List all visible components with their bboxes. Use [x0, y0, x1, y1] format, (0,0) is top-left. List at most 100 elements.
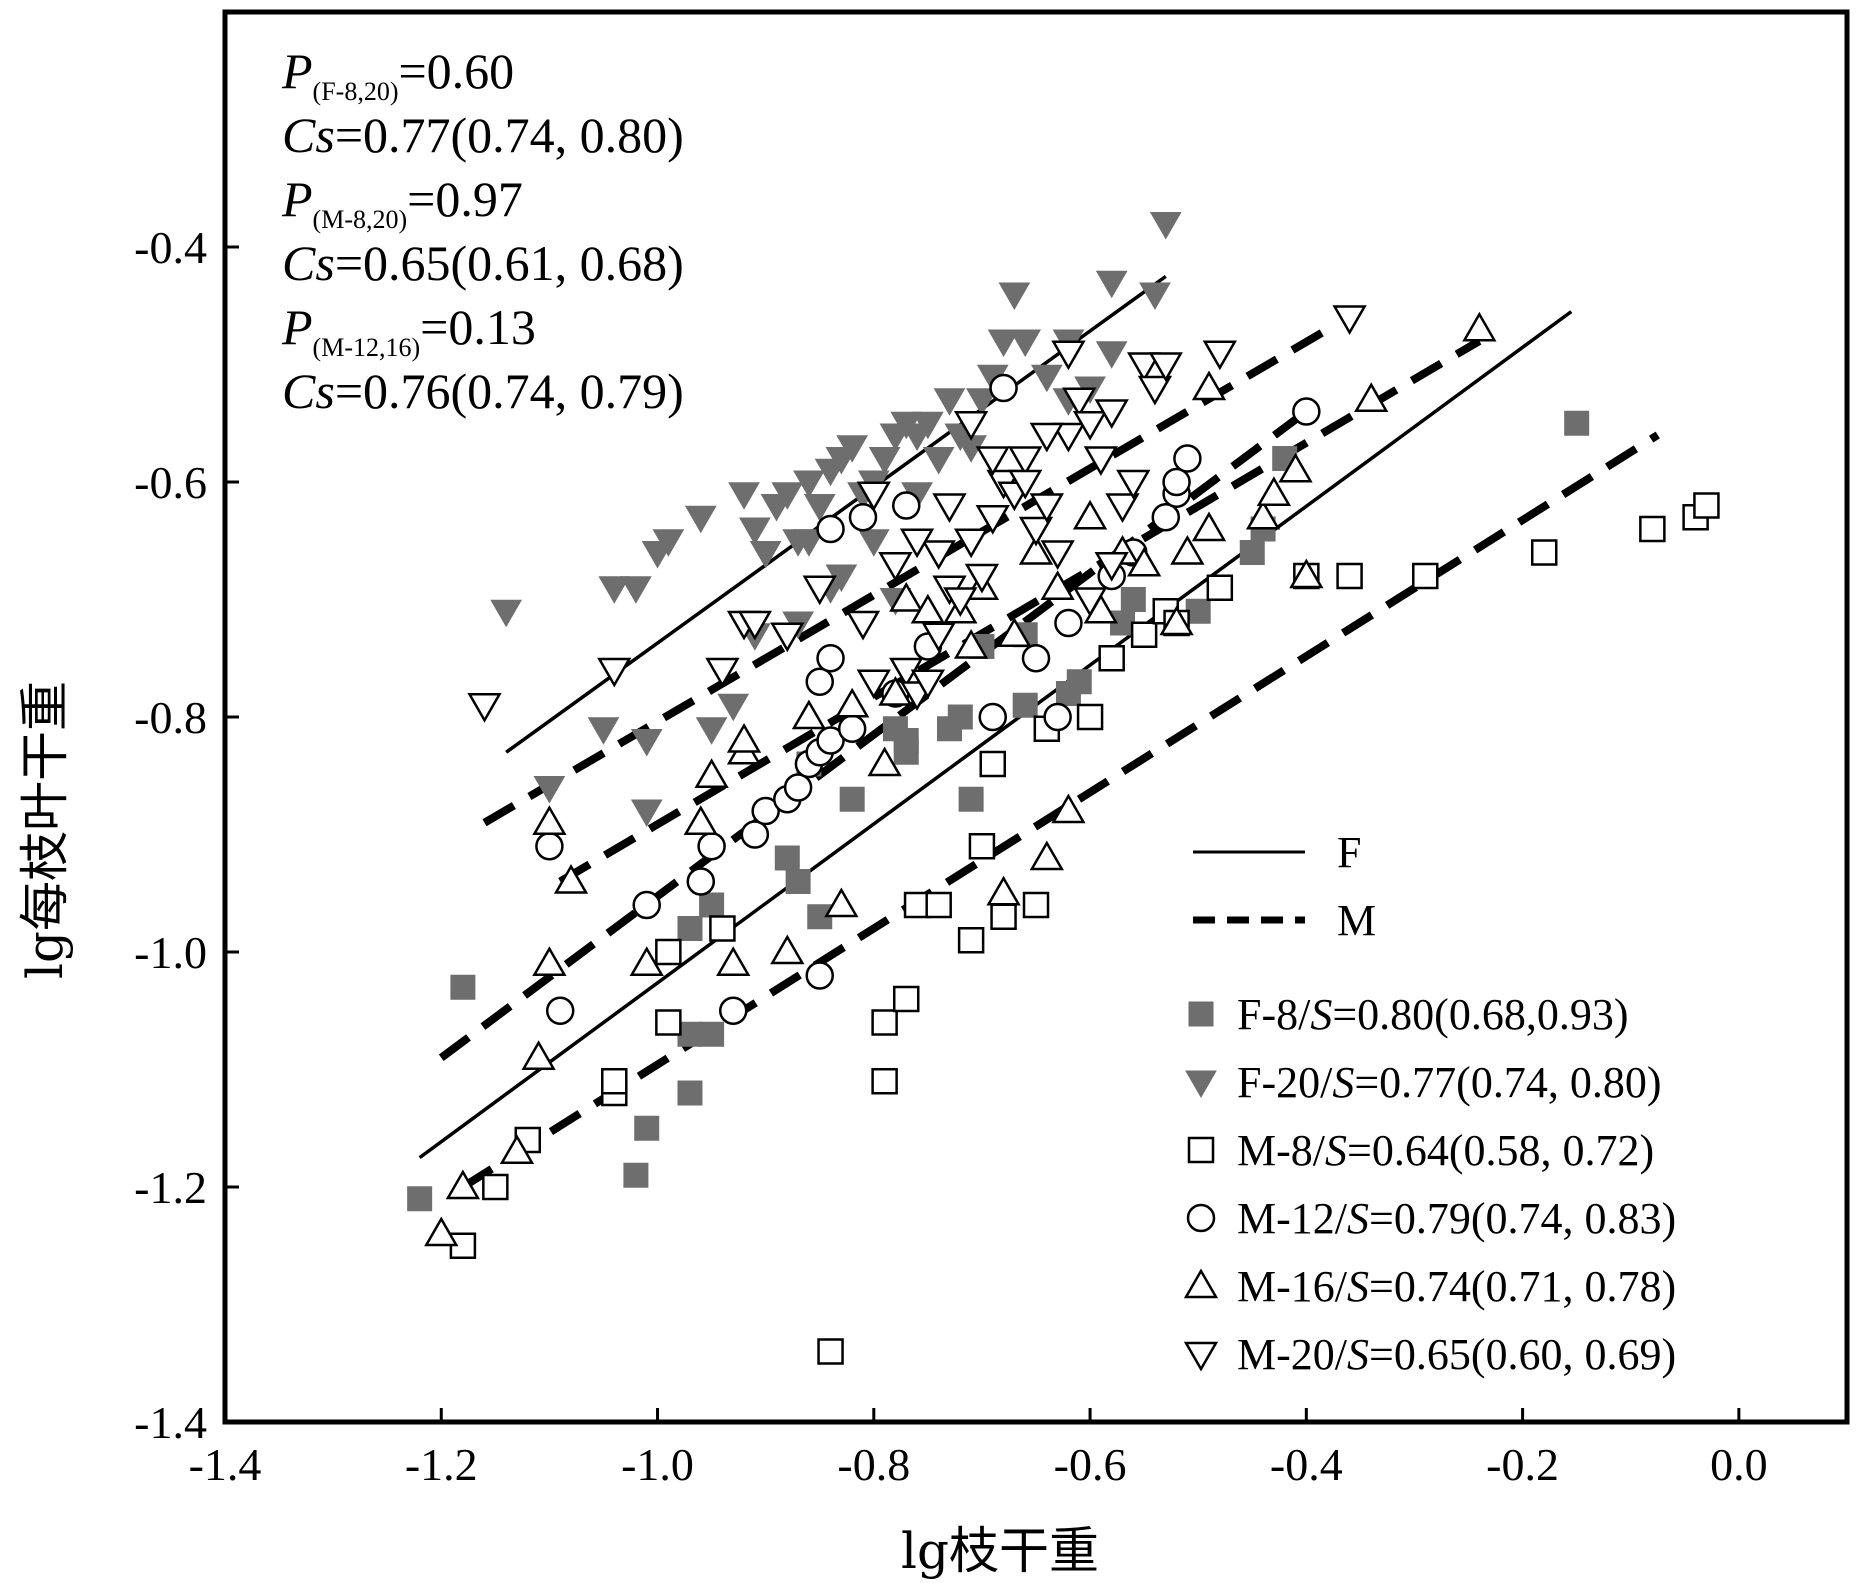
point-F-8	[785, 869, 811, 894]
point-M-16	[1040, 570, 1075, 600]
point-F-8	[1564, 410, 1590, 436]
point-M-20	[910, 669, 946, 700]
point-F-20	[868, 447, 901, 475]
point-M-20	[1008, 446, 1043, 477]
point-M-20	[1126, 352, 1162, 383]
point-M-20	[1094, 552, 1129, 582]
point-M-20	[1116, 469, 1151, 500]
legend-s-value: =0.77(0.74, 0.80)	[1354, 1058, 1661, 1107]
point-F-20	[793, 529, 825, 557]
legend: FMF-8/S=0.80(0.68,0.93)F-20/S=0.77(0.74,…	[1183, 828, 1676, 1379]
point-M-16	[1354, 382, 1389, 412]
legend-entry: F-20/S=0.77(0.74, 0.80)	[1237, 1058, 1661, 1107]
point-F-20	[738, 517, 771, 546]
point-M-16	[553, 863, 589, 894]
fit-line-M	[558, 337, 1482, 885]
point-M-8	[655, 1009, 682, 1036]
legend-s-symbol: S	[1347, 1194, 1369, 1243]
point-F-8	[958, 786, 984, 812]
point-M-12	[783, 773, 813, 802]
point-M-8	[1076, 703, 1104, 731]
legend-series-name: M-8/	[1237, 1126, 1326, 1175]
point-M-20	[1029, 493, 1064, 524]
point-M-8	[892, 985, 920, 1013]
y-tick-label: -1.4	[134, 1397, 207, 1448]
point-F-20	[728, 482, 760, 510]
point-M-20	[737, 610, 773, 641]
point-M-20	[1008, 469, 1043, 500]
legend-entry: M-16/S=0.74(0.71, 0.78)	[1237, 1262, 1676, 1311]
point-M-20	[921, 540, 956, 571]
point-M-16	[532, 805, 567, 835]
point-M-12	[891, 491, 921, 520]
point-F-20	[987, 329, 1020, 358]
point-F-20	[922, 447, 955, 475]
x-tick-label: -1.2	[405, 1439, 478, 1490]
point-F-20	[684, 505, 717, 534]
point-M-20	[467, 693, 502, 723]
annotation-line: Cs=0.65(0.61, 0.68)	[282, 235, 684, 291]
point-M-20	[1332, 305, 1367, 336]
legend-line-label: M	[1337, 896, 1376, 945]
point-M-20	[878, 552, 913, 582]
point-M-12	[816, 726, 845, 755]
point-M-16	[1072, 499, 1108, 530]
point-F-20	[695, 717, 728, 745]
point-M-16	[878, 675, 913, 706]
point-M-16	[791, 699, 827, 730]
annotation-value: =0.77(0.74, 0.80)	[335, 107, 684, 163]
point-F-20	[1139, 282, 1171, 311]
point-M-20	[1040, 540, 1075, 571]
point-F-20	[630, 799, 663, 828]
y-axis-title: lg每枝叶干重	[16, 681, 74, 979]
x-tick-label: -0.8	[837, 1439, 910, 1490]
x-tick-label: -0.2	[1486, 1439, 1559, 1490]
y-tick-label: -1.0	[134, 927, 207, 978]
point-M-16	[1245, 499, 1281, 530]
legend-marker-F-20	[1185, 1070, 1217, 1099]
annotation-symbol: Cs	[282, 363, 335, 419]
point-M-8	[979, 750, 1006, 778]
annotation-line: P(M-12,16)=0.13	[281, 299, 536, 362]
point-M-12	[1054, 608, 1083, 638]
point-M-20	[1018, 516, 1054, 547]
point-M-12	[545, 996, 575, 1025]
point-M-20	[856, 481, 891, 512]
legend-marker-M-8	[1187, 1136, 1215, 1164]
point-M-8	[1206, 574, 1234, 601]
annotation-value: =0.65(0.61, 0.68)	[335, 235, 684, 291]
point-F-20	[836, 435, 869, 463]
point-M-16	[824, 887, 859, 918]
annotation-subscript: (M-8,20)	[313, 205, 408, 234]
legend-series-name: F-8/	[1237, 990, 1311, 1039]
point-M-16	[1191, 370, 1227, 401]
point-M-12	[535, 832, 564, 861]
point-M-16	[1051, 793, 1086, 824]
point-M-12	[1162, 467, 1191, 497]
legend-entry: M-8/S=0.64(0.58, 0.72)	[1237, 1126, 1654, 1175]
point-F-20	[587, 717, 620, 745]
point-M-8	[968, 833, 996, 860]
point-M-16	[953, 628, 989, 659]
point-F-20	[966, 388, 998, 416]
point-M-12	[1173, 444, 1202, 473]
point-M-16	[445, 1169, 481, 1200]
point-F-20	[1095, 341, 1128, 369]
point-F-8	[1239, 540, 1265, 565]
legend-series-name: M-16/	[1237, 1262, 1348, 1311]
point-M-20	[943, 587, 978, 618]
annotation-symbol: Cs	[282, 235, 335, 291]
point-M-16	[997, 617, 1032, 647]
point-F-20	[630, 729, 663, 757]
point-M-8	[871, 1068, 898, 1095]
point-F-8	[623, 1162, 649, 1188]
legend-s-value: =0.74(0.71, 0.78)	[1369, 1262, 1676, 1311]
point-F-8	[1185, 598, 1211, 624]
point-M-8	[1022, 891, 1050, 919]
point-M-16	[1256, 476, 1292, 506]
point-M-8	[1693, 492, 1720, 519]
x-tick-label: -0.6	[1054, 1439, 1127, 1490]
point-F-8	[677, 916, 703, 941]
y-tick-label: -1.2	[134, 1162, 207, 1213]
